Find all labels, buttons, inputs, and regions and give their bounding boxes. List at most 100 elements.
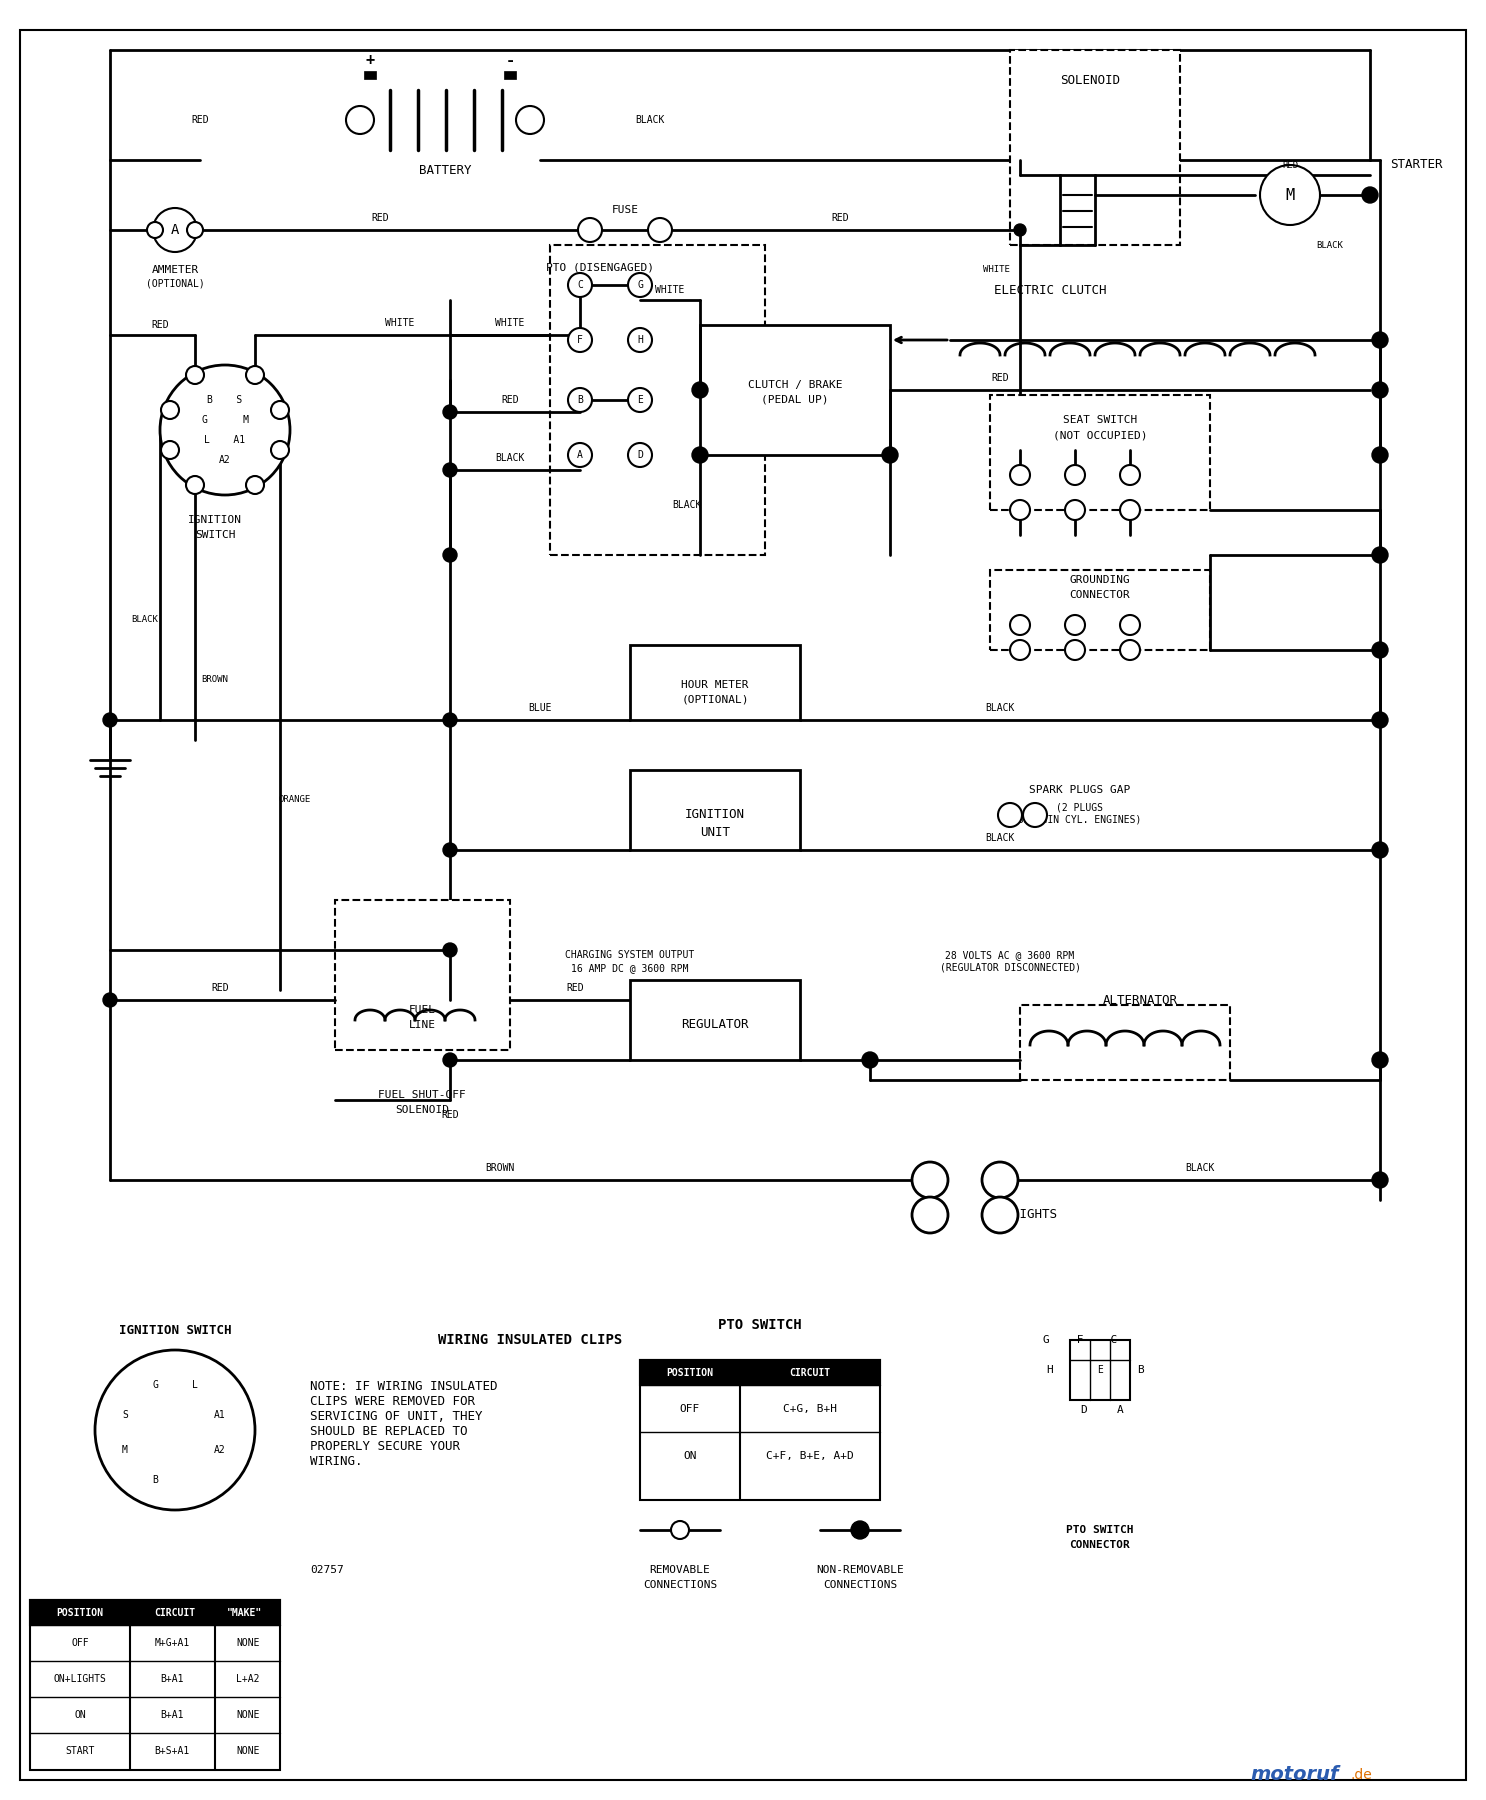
Text: A: A xyxy=(577,450,583,461)
Text: .de: .de xyxy=(1349,1768,1372,1782)
Text: B+A1: B+A1 xyxy=(160,1674,184,1685)
Circle shape xyxy=(1065,616,1085,635)
Text: WHITE: WHITE xyxy=(495,319,525,328)
Circle shape xyxy=(443,463,458,477)
Text: 28 VOLTS AC @ 3600 RPM: 28 VOLTS AC @ 3600 RPM xyxy=(945,950,1074,959)
Bar xyxy=(146,1406,205,1454)
Text: OFF: OFF xyxy=(681,1404,700,1415)
Text: RED: RED xyxy=(192,115,210,124)
Text: "MAKE": "MAKE" xyxy=(227,1607,263,1618)
Circle shape xyxy=(346,106,374,133)
Text: (2 PLUGS: (2 PLUGS xyxy=(1057,803,1104,814)
Text: BLACK: BLACK xyxy=(1186,1163,1214,1174)
Text: CONNECTOR: CONNECTOR xyxy=(1070,1541,1131,1550)
Text: CLUTCH / BRAKE: CLUTCH / BRAKE xyxy=(747,380,843,391)
Text: IGNITION SWITCH: IGNITION SWITCH xyxy=(119,1323,232,1336)
Circle shape xyxy=(912,1163,948,1199)
Text: A: A xyxy=(1116,1406,1123,1415)
Circle shape xyxy=(443,1053,458,1067)
Text: RED: RED xyxy=(152,320,169,329)
Text: SOLENOID: SOLENOID xyxy=(1060,74,1120,86)
Circle shape xyxy=(1120,616,1140,635)
Text: RED: RED xyxy=(1282,160,1299,169)
Text: E: E xyxy=(1097,1364,1103,1375)
Circle shape xyxy=(578,218,602,241)
Text: (OPTIONAL): (OPTIONAL) xyxy=(681,695,749,706)
Text: STARTER: STARTER xyxy=(1389,158,1443,171)
Text: C+F, B+E, A+D: C+F, B+E, A+D xyxy=(767,1451,854,1462)
Text: BLACK: BLACK xyxy=(495,454,525,463)
Circle shape xyxy=(187,221,204,238)
Text: ON TWIN CYL. ENGINES): ON TWIN CYL. ENGINES) xyxy=(1018,815,1141,824)
Text: (REGULATOR DISCONNECTED): (REGULATOR DISCONNECTED) xyxy=(939,963,1080,974)
Circle shape xyxy=(1010,616,1030,635)
Text: A2: A2 xyxy=(218,455,230,464)
Text: ON: ON xyxy=(684,1451,697,1462)
Text: OFF: OFF xyxy=(71,1638,89,1649)
Circle shape xyxy=(160,401,178,419)
Circle shape xyxy=(1372,1051,1388,1067)
Text: PTO (DISENGAGED): PTO (DISENGAGED) xyxy=(545,263,654,274)
Text: B: B xyxy=(1137,1364,1143,1375)
Text: A2: A2 xyxy=(214,1445,226,1454)
Polygon shape xyxy=(950,326,975,355)
Circle shape xyxy=(1065,500,1085,520)
Text: GROUNDING: GROUNDING xyxy=(1070,574,1131,585)
Text: A: A xyxy=(171,223,180,238)
Circle shape xyxy=(568,443,591,466)
Text: ELECTRIC CLUTCH: ELECTRIC CLUTCH xyxy=(994,283,1106,297)
Bar xyxy=(700,326,890,455)
Text: ALTERNATOR: ALTERNATOR xyxy=(1103,994,1177,1006)
Text: BLUE: BLUE xyxy=(528,704,551,713)
Text: RED: RED xyxy=(991,373,1009,383)
Circle shape xyxy=(1120,500,1140,520)
Text: L: L xyxy=(192,1381,198,1390)
Bar xyxy=(334,900,510,1049)
Circle shape xyxy=(629,328,652,353)
Text: BLACK: BLACK xyxy=(672,500,701,509)
Bar xyxy=(1010,50,1180,245)
Text: CONNECTIONS: CONNECTIONS xyxy=(643,1580,718,1589)
Circle shape xyxy=(568,389,591,412)
Circle shape xyxy=(103,994,117,1006)
Text: CIRCUIT: CIRCUIT xyxy=(155,1607,196,1618)
Text: B+S+A1: B+S+A1 xyxy=(155,1746,190,1757)
Text: M+G+A1: M+G+A1 xyxy=(155,1638,190,1649)
Circle shape xyxy=(629,443,652,466)
Text: A1: A1 xyxy=(214,1409,226,1420)
Text: M: M xyxy=(1285,187,1294,203)
Text: FUEL: FUEL xyxy=(409,1004,435,1015)
Circle shape xyxy=(1010,641,1030,661)
Text: POSITION: POSITION xyxy=(667,1368,713,1379)
Circle shape xyxy=(1372,713,1388,727)
Text: BLACK: BLACK xyxy=(636,115,664,124)
Circle shape xyxy=(568,328,591,353)
Circle shape xyxy=(103,713,117,727)
Circle shape xyxy=(883,446,898,463)
Bar xyxy=(990,571,1210,650)
Circle shape xyxy=(568,274,591,297)
Text: E: E xyxy=(637,394,643,405)
Text: PTO SWITCH: PTO SWITCH xyxy=(1067,1525,1134,1535)
Text: HOUR METER: HOUR METER xyxy=(681,680,749,689)
Text: NONE: NONE xyxy=(236,1710,260,1721)
Text: (PEDAL UP): (PEDAL UP) xyxy=(761,394,829,405)
Text: G: G xyxy=(637,281,643,290)
Text: BROWN: BROWN xyxy=(486,1163,514,1174)
Text: -: - xyxy=(505,52,514,67)
Text: S: S xyxy=(122,1409,128,1420)
Circle shape xyxy=(1065,464,1085,484)
Text: RED: RED xyxy=(441,1111,459,1120)
Circle shape xyxy=(186,475,204,493)
Text: C+G, B+H: C+G, B+H xyxy=(783,1404,837,1415)
Text: L    A1: L A1 xyxy=(205,436,245,445)
Bar xyxy=(30,1600,279,1769)
Circle shape xyxy=(672,1521,690,1539)
Circle shape xyxy=(1372,842,1388,859)
Circle shape xyxy=(443,547,458,562)
Circle shape xyxy=(443,842,458,857)
Circle shape xyxy=(95,1350,256,1510)
Text: HEADLIGHTS: HEADLIGHTS xyxy=(982,1208,1058,1222)
Text: NON-REMOVABLE: NON-REMOVABLE xyxy=(816,1564,903,1575)
Bar xyxy=(630,979,799,1060)
